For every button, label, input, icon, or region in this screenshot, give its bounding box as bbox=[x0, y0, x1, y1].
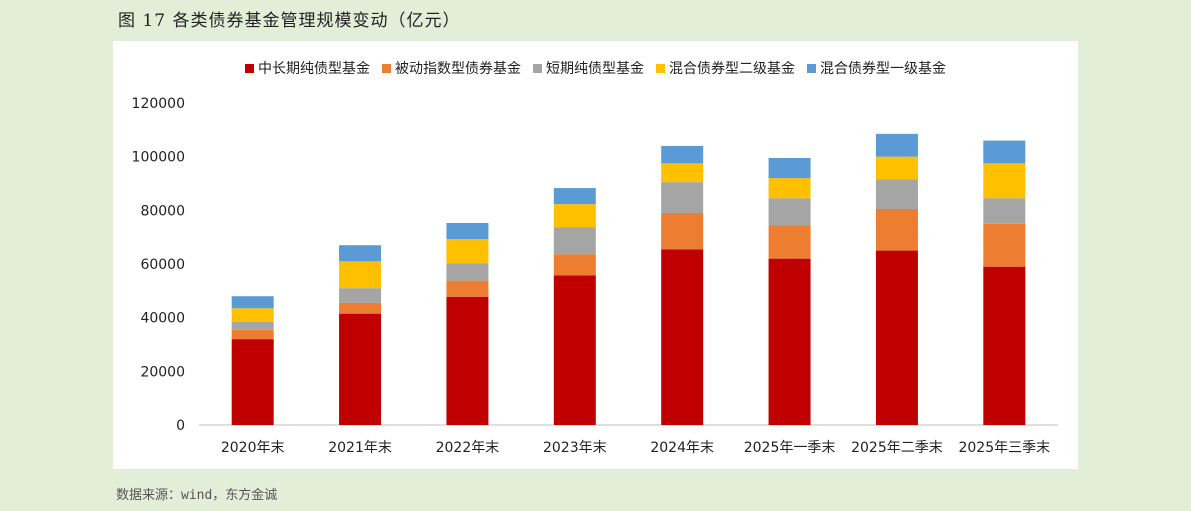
y-tick-label: 120000 bbox=[132, 96, 185, 112]
legend-swatch bbox=[533, 64, 542, 73]
y-tick-label: 40000 bbox=[140, 311, 185, 327]
bar-segment bbox=[768, 198, 811, 226]
bar-segment bbox=[339, 261, 382, 289]
bar-segment bbox=[231, 296, 274, 309]
y-tick-label: 0 bbox=[176, 418, 185, 434]
y-tick-label: 80000 bbox=[140, 203, 185, 219]
bar-segment bbox=[875, 250, 918, 425]
bar-segment bbox=[339, 245, 382, 262]
figure-title: 图 17 各类债券基金管理规模变动（亿元） bbox=[118, 11, 461, 31]
bar-segment bbox=[661, 213, 704, 250]
bar-segment bbox=[661, 163, 704, 183]
chart-panel: 0 20000 40000 60000 80000 100000 120000 2020年末 2… bbox=[113, 41, 1078, 469]
bar-segment bbox=[661, 249, 704, 425]
bar-segment bbox=[446, 280, 489, 297]
bar-segment bbox=[553, 275, 596, 425]
source-note: 数据来源：wind，东方金诚 bbox=[116, 488, 278, 503]
bar-segment bbox=[768, 225, 811, 259]
bar-segment bbox=[446, 296, 489, 425]
bar-segment bbox=[983, 163, 1026, 199]
x-tick-label: 2020年末 bbox=[221, 440, 285, 456]
bar-segment bbox=[875, 133, 918, 157]
bar-segment bbox=[661, 182, 704, 214]
bar-segment bbox=[553, 204, 596, 228]
legend-label: 中长期纯债型基金 bbox=[258, 60, 370, 77]
bar-segment bbox=[339, 313, 382, 425]
x-tick-label: 2025年一季末 bbox=[744, 440, 836, 456]
legend: 中长期纯债型基金 被动指数型债券基金 短期纯债型基金 混合债券型二级基金 混合债券型一级… bbox=[245, 60, 946, 77]
bar-segment bbox=[231, 339, 274, 425]
bar-segment bbox=[983, 140, 1026, 164]
legend-label: 被动指数型债券基金 bbox=[395, 60, 521, 77]
y-tick-label: 60000 bbox=[140, 257, 185, 273]
bar-segment bbox=[446, 239, 489, 264]
bar-segment bbox=[553, 188, 596, 205]
bar-segment bbox=[661, 145, 704, 164]
legend-swatch bbox=[245, 64, 254, 73]
x-tick-label: 2025年二季末 bbox=[851, 440, 943, 456]
bar-segment bbox=[231, 329, 274, 340]
legend-label: 混合债券型二级基金 bbox=[669, 60, 795, 77]
y-tick-label: 100000 bbox=[132, 150, 185, 166]
y-tick-label: 20000 bbox=[140, 364, 185, 380]
bar-segment bbox=[768, 258, 811, 425]
x-tick-label: 2025年三季末 bbox=[958, 440, 1050, 456]
bar-segment bbox=[553, 254, 596, 276]
bar-segment bbox=[768, 158, 811, 179]
x-tick-label: 2022年末 bbox=[436, 440, 500, 456]
legend-label: 短期纯债型基金 bbox=[546, 60, 644, 77]
x-tick-label: 2023年末 bbox=[543, 440, 607, 456]
bar-segment bbox=[339, 302, 382, 314]
bar-segment bbox=[446, 222, 489, 240]
bar-segment bbox=[875, 208, 918, 251]
legend-swatch bbox=[656, 64, 665, 73]
x-tick-label: 2024年末 bbox=[650, 440, 714, 456]
legend-swatch bbox=[807, 64, 816, 73]
bar-segment bbox=[983, 198, 1026, 224]
bar-segment bbox=[231, 321, 274, 330]
stacked-bar-chart: 0 20000 40000 60000 80000 100000 120000 2020年末 2… bbox=[132, 60, 1058, 456]
bar-segment bbox=[446, 263, 489, 281]
bar-segment bbox=[983, 266, 1026, 425]
bar-segment bbox=[553, 227, 596, 255]
bar-segment bbox=[339, 288, 382, 303]
legend-swatch bbox=[382, 64, 391, 73]
bar-segment bbox=[231, 308, 274, 322]
bar-segment bbox=[983, 223, 1026, 267]
bar-segment bbox=[875, 156, 918, 180]
bar-segment bbox=[768, 178, 811, 199]
legend-label: 混合债券型一级基金 bbox=[820, 60, 946, 77]
x-tick-label: 2021年末 bbox=[328, 440, 392, 456]
bar-segment bbox=[875, 179, 918, 209]
